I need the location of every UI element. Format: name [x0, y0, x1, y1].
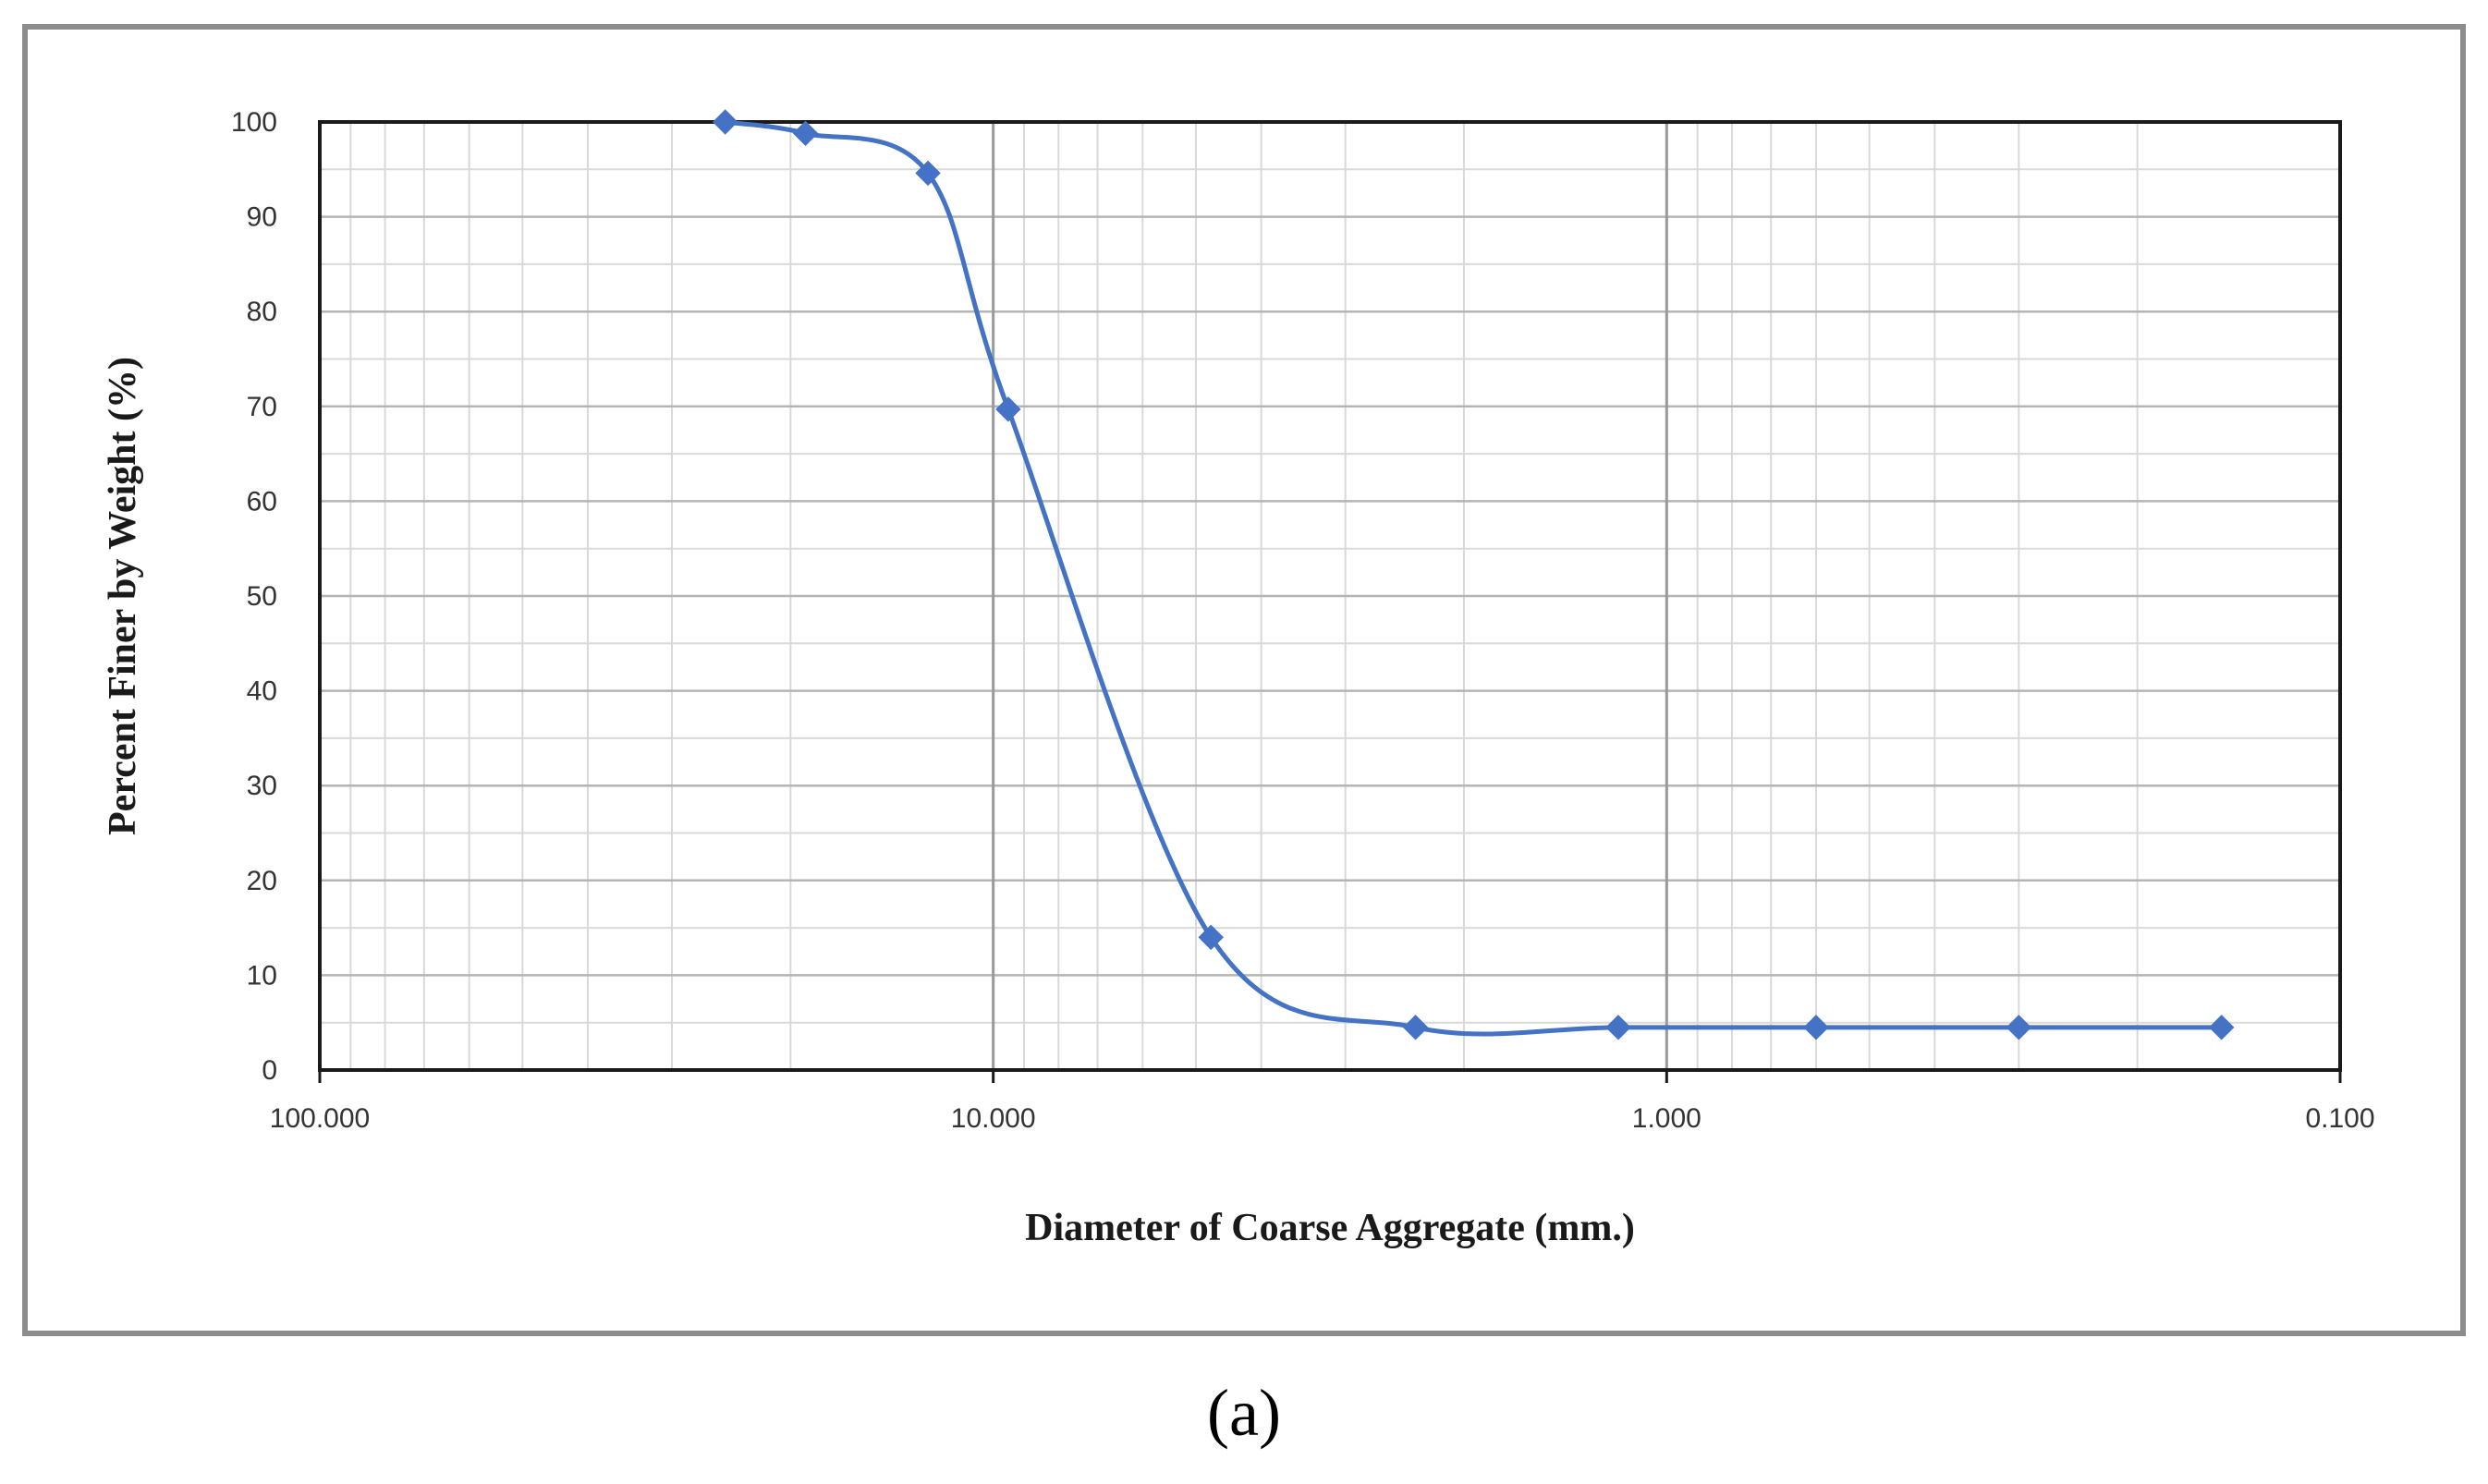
- series-line: [725, 119, 2222, 1037]
- y-tick-label: 100: [231, 107, 277, 138]
- y-tick-label: 60: [247, 486, 277, 517]
- y-tick-label: 90: [247, 202, 277, 233]
- data-point-marker: [915, 160, 941, 187]
- data-point-marker: [1402, 1015, 1429, 1040]
- data-point-marker: [995, 396, 1021, 422]
- data-point-marker: [2208, 1015, 2235, 1040]
- data-point-marker: [2006, 1015, 2032, 1040]
- y-tick-label: 70: [247, 392, 277, 422]
- figure-caption: (a): [1207, 1376, 1281, 1450]
- data-point-marker: [1605, 1015, 1631, 1040]
- y-axis-ticks: 0 10 20 30 40 50 60 70 80 90 100: [231, 107, 277, 1086]
- data-point-marker: [712, 109, 738, 135]
- chart-frame: [22, 24, 2466, 1336]
- x-tick-label: 10.000: [951, 1103, 1036, 1134]
- y-tick-label: 10: [247, 960, 277, 991]
- data-point-marker: [1803, 1015, 1829, 1040]
- series-markers: [712, 109, 2235, 1040]
- y-tick-label: 20: [247, 866, 277, 896]
- y-tick-label: 40: [247, 676, 277, 707]
- x-axis-ticks: 100.000 10.000 1.000 0.100: [270, 1070, 2375, 1134]
- data-point-marker: [1198, 924, 1224, 951]
- y-tick-label: 30: [247, 771, 277, 801]
- x-tick-label: 100.000: [270, 1103, 370, 1134]
- plot-area-border: [318, 120, 2342, 1072]
- x-axis-title: Diameter of Coarse Aggregate (mm.): [1025, 1207, 1635, 1249]
- y-tick-label: 50: [247, 581, 277, 612]
- y-axis-title: Percent Finer by Weight (%): [102, 357, 144, 835]
- data-point-marker: [792, 120, 819, 147]
- x-tick-label: 1.000: [1632, 1103, 1701, 1134]
- y-tick-label: 80: [247, 297, 277, 327]
- y-tick-label: 0: [262, 1055, 277, 1086]
- x-tick-label: 0.100: [2305, 1103, 2374, 1134]
